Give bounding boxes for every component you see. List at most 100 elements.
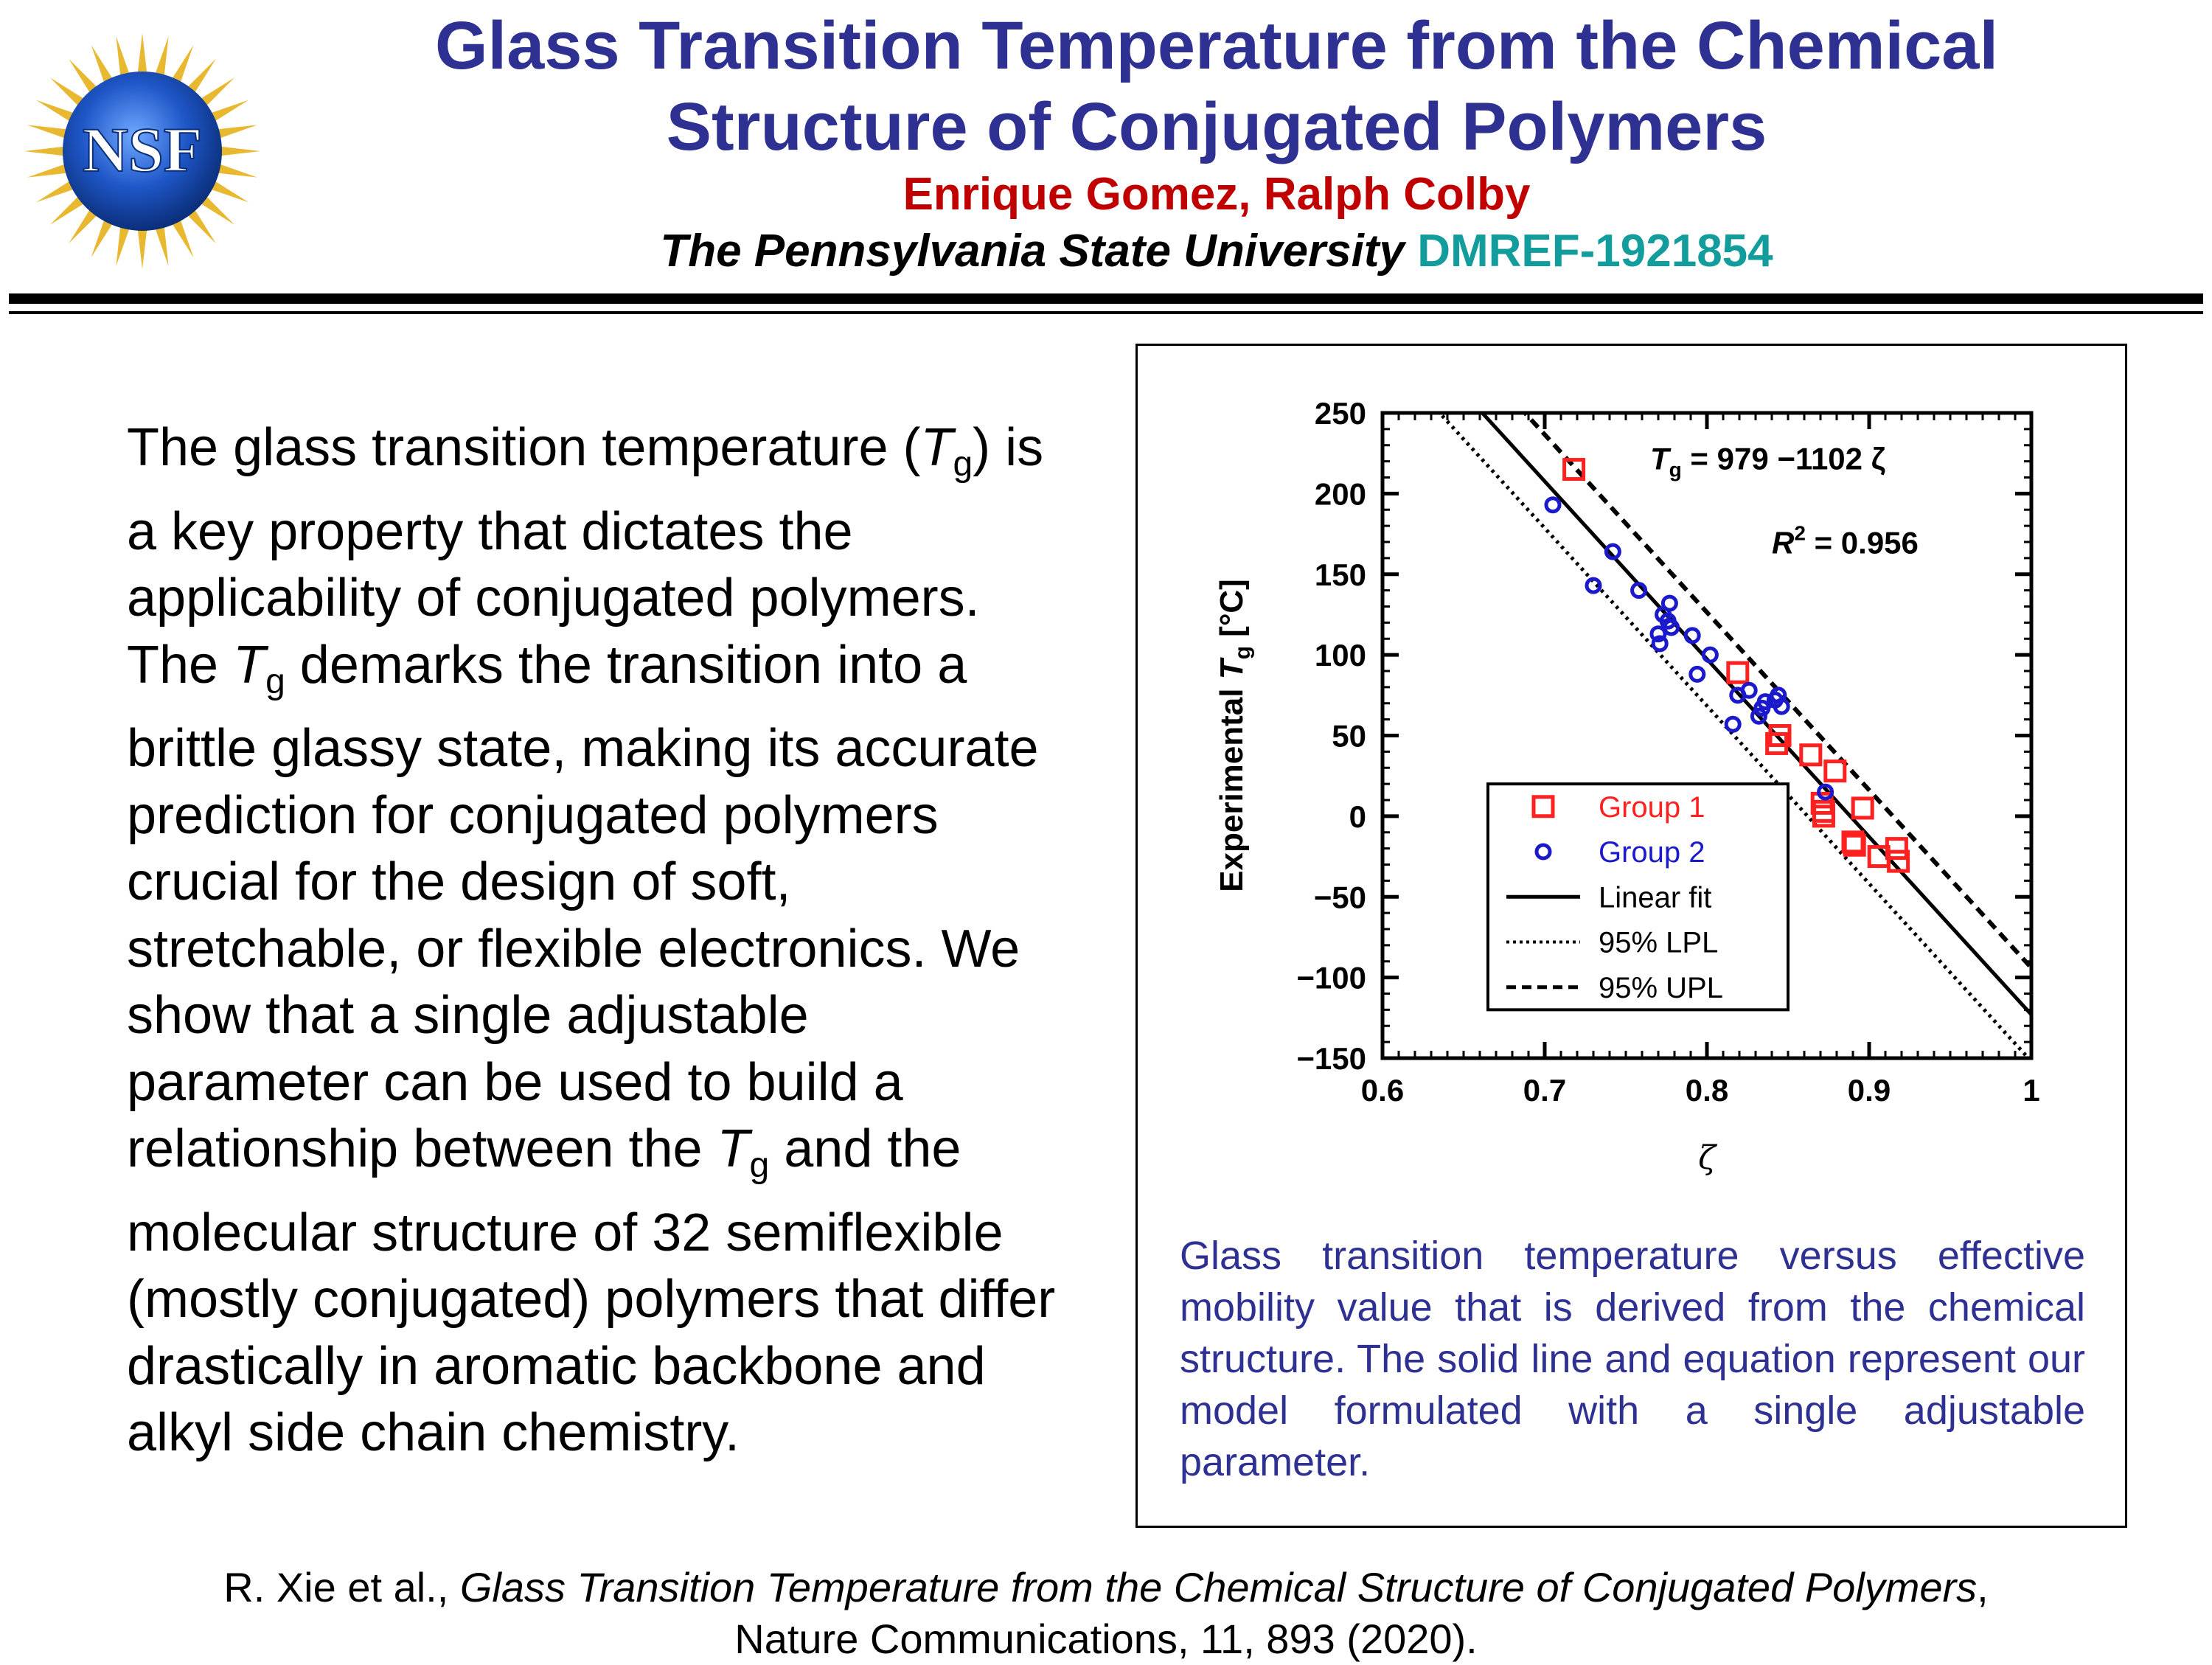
logo-ray xyxy=(184,58,216,97)
page-title-line1: Glass Transition Temperature from the Ch… xyxy=(435,8,1998,83)
legend-marker-group2 xyxy=(1534,843,1552,861)
scatter-chart: 0.6 0.7 0.8 0.9 1−150−100−50050100150200250 … xyxy=(1214,396,2040,1177)
y-tick-label: 50 xyxy=(1332,719,1366,754)
y-tick-label: 200 xyxy=(1315,476,1366,511)
group2-point xyxy=(1683,627,1701,644)
tg-subscript: g xyxy=(953,445,973,484)
eq-symbol: T xyxy=(1650,442,1672,476)
x-tick-label: 0.8 xyxy=(1686,1073,1728,1108)
y-label-suffix: [°C] xyxy=(1214,579,1250,646)
group2-point xyxy=(1649,625,1667,643)
r2-rest: = 0.956 xyxy=(1806,525,1919,560)
logo-ray xyxy=(153,221,169,266)
legend-label: Group 2 xyxy=(1599,836,1705,869)
group2-point xyxy=(1750,707,1767,725)
legend-label: Linear fit xyxy=(1599,881,1711,914)
logo-ray xyxy=(196,192,235,225)
group1-point xyxy=(1812,799,1835,823)
group1-point xyxy=(1726,661,1750,684)
logo-ray xyxy=(35,178,79,203)
logo-ray xyxy=(24,146,69,156)
group2-point xyxy=(1756,693,1774,711)
logo-text: NSF xyxy=(83,114,202,185)
nsf-logo: NSF xyxy=(24,33,260,269)
logo-ray xyxy=(206,178,249,203)
tg-subscript: g xyxy=(265,661,285,701)
group2-point xyxy=(1740,681,1758,699)
logo-ray xyxy=(169,44,194,88)
y-tick-label: 100 xyxy=(1315,638,1366,672)
body-text-3: demarks the transition into a brittle gl… xyxy=(127,635,1039,1179)
logo-ray xyxy=(169,215,194,258)
upl-line xyxy=(1522,413,2031,970)
authors: Enrique Gomez, Ralph Colby xyxy=(902,169,1531,220)
r2-superscript: 2 xyxy=(1794,521,1806,544)
legend-label: Group 1 xyxy=(1599,791,1705,824)
legend-label: 95% UPL xyxy=(1599,972,1723,1004)
group2-point xyxy=(1701,646,1719,664)
citation: R. Xie et al., Glass Transition Temperat… xyxy=(0,1562,2212,1665)
body-paragraph: The glass transition temperature (Tg) is… xyxy=(127,414,1063,1467)
citation-authors: R. Xie et al., xyxy=(223,1564,460,1610)
y-tick-label: −50 xyxy=(1314,880,1366,914)
logo-ray xyxy=(212,125,257,140)
body-text-4: and the molecular structure of 32 semifl… xyxy=(127,1119,1056,1462)
logo-ray xyxy=(137,224,147,269)
group1-point xyxy=(1823,759,1847,783)
citation-title: Glass Transition Temperature from the Ch… xyxy=(459,1564,1978,1610)
group2-point xyxy=(1544,496,1562,514)
group1-point xyxy=(1768,724,1792,747)
group2-point xyxy=(1724,715,1742,733)
citation-separator: , xyxy=(1977,1564,1989,1610)
group2-point xyxy=(1817,783,1834,801)
tg-symbol: T xyxy=(920,418,953,477)
logo-ray xyxy=(116,221,131,266)
group2-point xyxy=(1663,619,1680,636)
legend: Group 1 Group 2 Linear fit 95% LPL 95% UPL xyxy=(1486,782,1790,1012)
fit-equation: Tg = 979 −1102 ζ xyxy=(1650,442,1885,482)
group2-point xyxy=(1604,543,1621,560)
logo-ray xyxy=(91,215,116,258)
data-points xyxy=(1544,458,1910,873)
logo-ray xyxy=(49,77,88,110)
y-axis-label: Experimental Tg [°C] xyxy=(1214,579,1255,892)
body-text-2: ) is a key property that dictates the ap… xyxy=(127,418,1044,695)
legend-label: 95% LPL xyxy=(1599,927,1718,959)
y-tick-label: −150 xyxy=(1296,1041,1366,1076)
x-tick-label: 0.6 xyxy=(1361,1073,1404,1108)
grant-number: DMREF-1921854 xyxy=(1417,226,1773,277)
r2-symbol: R xyxy=(1772,525,1795,560)
tg-symbol: T xyxy=(233,635,266,695)
group2-point xyxy=(1651,635,1669,653)
body-text-1: The glass transition temperature ( xyxy=(127,418,921,477)
tg-subscript: g xyxy=(749,1146,770,1185)
group2-point xyxy=(1630,582,1648,599)
group1-point xyxy=(1843,833,1866,857)
x-tick-label: 0.9 xyxy=(1848,1073,1891,1108)
y-tick-label: −100 xyxy=(1296,961,1366,995)
group1-point xyxy=(1799,743,1823,767)
tg-symbol: T xyxy=(717,1119,750,1178)
logo-rays xyxy=(24,33,260,269)
y-label-prefix: Experimental xyxy=(1214,679,1250,892)
eq-subscript: g xyxy=(1669,459,1682,482)
group2-point xyxy=(1688,665,1706,683)
y-tick-label: 0 xyxy=(1349,799,1366,834)
logo-ray xyxy=(116,36,131,81)
logo-ray xyxy=(91,44,116,88)
header-divider-thick xyxy=(9,293,2203,304)
logo-ray xyxy=(35,100,79,125)
group1-point xyxy=(1885,837,1908,861)
group1-point xyxy=(1851,796,1874,820)
figure-caption: Glass transition temperature versus effe… xyxy=(1180,1234,2085,1484)
axis-ticks xyxy=(1380,411,2034,1060)
group1-point xyxy=(1887,849,1910,873)
logo-ray xyxy=(49,192,88,225)
y-tick-label: 150 xyxy=(1315,557,1366,592)
x-axis-label: ζ xyxy=(1698,1139,1718,1177)
eq-rest: = 979 −1102 ζ xyxy=(1682,442,1885,476)
logo-ray xyxy=(184,205,216,244)
logo-ray xyxy=(27,125,72,140)
logo-ray xyxy=(69,205,101,244)
header-divider-thin xyxy=(9,311,2203,314)
